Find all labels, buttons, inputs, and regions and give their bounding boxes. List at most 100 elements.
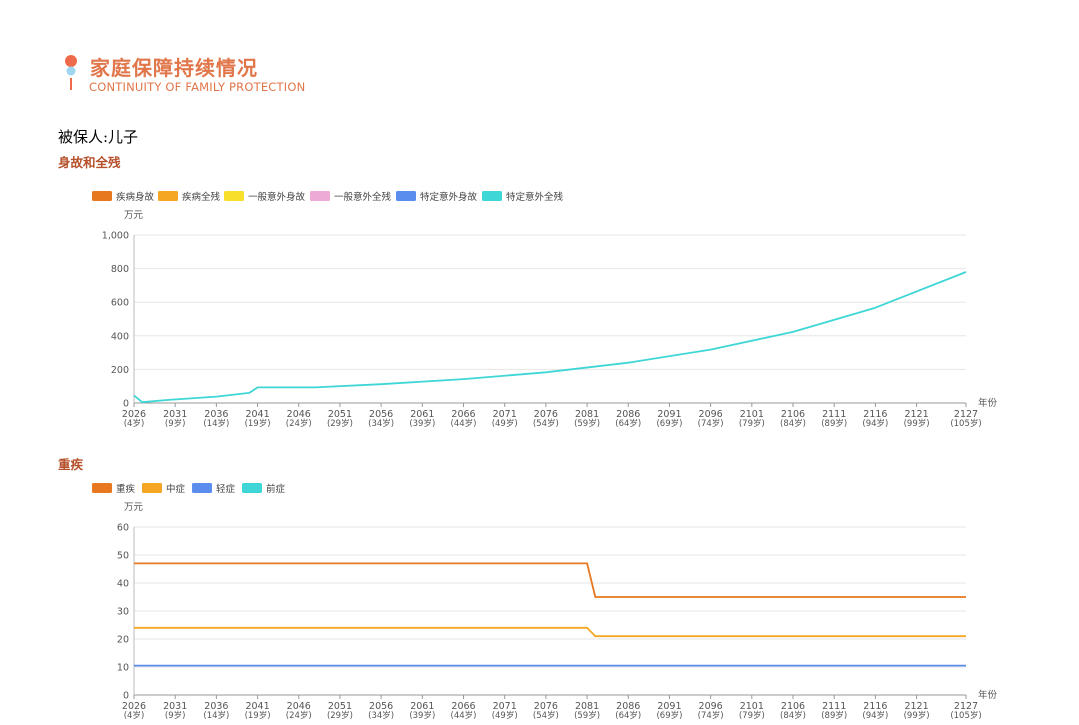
x-tick-year: 2031 (163, 409, 187, 420)
legend-label: 一般意外全残 (334, 191, 392, 203)
x-tick-age: (84岁) (780, 418, 806, 429)
y-tick-label: 800 (111, 264, 129, 275)
x-tick-year: 2111 (822, 701, 846, 712)
y-axis-label: 万元 (124, 502, 144, 513)
legend-item[interactable]: 特定意外全残 (482, 191, 564, 203)
x-tick-age: (64岁) (615, 418, 641, 429)
legend-label: 特定意外身故 (420, 191, 478, 203)
section-title-critical-illness: 重疾 (58, 457, 84, 472)
legend-label: 轻症 (216, 483, 236, 495)
x-tick-age: (64岁) (615, 710, 641, 721)
x-tick-age: (9岁) (165, 418, 186, 429)
x-tick-age: (54岁) (533, 418, 559, 429)
y-tick-label: 40 (117, 579, 129, 590)
legend-swatch (482, 191, 502, 201)
x-tick-year: 2106 (781, 701, 805, 712)
legend-item[interactable]: 轻症 (192, 483, 236, 495)
x-tick-age: (24岁) (286, 710, 312, 721)
x-tick-year: 2036 (204, 701, 228, 712)
x-tick-age: (34岁) (368, 418, 394, 429)
legend-item[interactable]: 特定意外身故 (396, 191, 478, 203)
x-tick-age: (14岁) (203, 710, 229, 721)
x-tick-age: (19岁) (245, 418, 271, 429)
x-tick-age: (69岁) (656, 710, 682, 721)
x-tick-age: (19岁) (245, 710, 271, 721)
x-tick-year: 2096 (699, 701, 723, 712)
legend-label: 特定意外全残 (506, 191, 564, 203)
x-tick-year: 2127 (954, 701, 978, 712)
x-tick-year: 2086 (616, 701, 640, 712)
legend-item[interactable]: 一般意外身故 (224, 191, 306, 203)
x-tick-age: (89岁) (821, 710, 847, 721)
x-axis-label: 年份 (978, 689, 998, 701)
x-tick-age: (89岁) (821, 418, 847, 429)
x-tick-year: 2061 (410, 409, 434, 420)
x-tick-age: (9岁) (165, 710, 186, 721)
x-tick-age: (39岁) (409, 418, 435, 429)
legend-item[interactable]: 中症 (142, 483, 186, 495)
x-tick-year: 2121 (904, 701, 928, 712)
legend-item[interactable]: 重疾 (92, 483, 136, 495)
x-tick-year: 2127 (954, 409, 978, 420)
x-tick-year: 2026 (122, 701, 146, 712)
x-tick-age: (74岁) (698, 418, 724, 429)
x-tick-year: 2041 (245, 701, 269, 712)
x-tick-age: (4岁) (124, 418, 145, 429)
legend-swatch (224, 191, 244, 201)
legend-item[interactable]: 疾病全残 (158, 191, 221, 203)
x-tick-year: 2066 (451, 409, 475, 420)
x-tick-year: 2036 (204, 409, 228, 420)
legend-label: 疾病全残 (182, 191, 221, 203)
x-tick-year: 2106 (781, 409, 805, 420)
legend-swatch (192, 483, 212, 493)
x-tick-year: 2026 (122, 409, 146, 420)
x-tick-year: 2051 (328, 701, 352, 712)
y-tick-label: 0 (123, 691, 129, 702)
series-line (134, 626, 966, 638)
x-tick-year: 2081 (575, 409, 599, 420)
series-line (134, 562, 966, 598)
x-tick-age: (79岁) (739, 418, 765, 429)
x-tick-year: 2091 (657, 701, 681, 712)
legend-label: 疾病身故 (116, 191, 155, 203)
x-tick-year: 2096 (699, 409, 723, 420)
x-tick-age: (74岁) (698, 710, 724, 721)
x-tick-year: 2076 (534, 409, 558, 420)
y-tick-label: 50 (117, 551, 129, 562)
y-tick-label: 30 (117, 607, 129, 618)
x-tick-age: (34岁) (368, 710, 394, 721)
y-tick-label: 200 (111, 365, 129, 376)
y-tick-label: 60 (117, 523, 129, 534)
x-tick-age: (99岁) (904, 418, 930, 429)
x-tick-year: 2041 (245, 409, 269, 420)
x-tick-year: 2116 (863, 701, 887, 712)
x-tick-year: 2081 (575, 701, 599, 712)
y-tick-label: 400 (111, 331, 129, 342)
x-tick-year: 2066 (451, 701, 475, 712)
y-tick-label: 10 (117, 663, 129, 674)
y-tick-label: 20 (117, 635, 129, 646)
x-tick-age: (54岁) (533, 710, 559, 721)
legend-item[interactable]: 前症 (242, 483, 286, 495)
x-tick-age: (14岁) (203, 418, 229, 429)
x-tick-age: (4岁) (124, 710, 145, 721)
x-tick-age: (84岁) (780, 710, 806, 721)
legend-item[interactable]: 疾病身故 (92, 191, 155, 203)
x-tick-age: (29岁) (327, 710, 353, 721)
y-axis-label: 万元 (124, 210, 144, 221)
legend-label: 重疾 (116, 483, 136, 495)
legend-swatch (158, 191, 178, 201)
y-tick-label: 600 (111, 298, 129, 309)
legend-label: 前症 (266, 483, 286, 495)
x-tick-year: 2091 (657, 409, 681, 420)
x-tick-year: 2076 (534, 701, 558, 712)
legend-swatch (310, 191, 330, 201)
insured-label: 被保人:儿子 (58, 128, 139, 146)
legend-swatch (396, 191, 416, 201)
legend-item[interactable]: 一般意外全残 (310, 191, 392, 203)
section-title-death-disability: 身故和全残 (58, 155, 121, 170)
legend-label: 一般意外身故 (248, 191, 306, 203)
x-tick-year: 2046 (287, 701, 311, 712)
x-tick-year: 2121 (904, 409, 928, 420)
